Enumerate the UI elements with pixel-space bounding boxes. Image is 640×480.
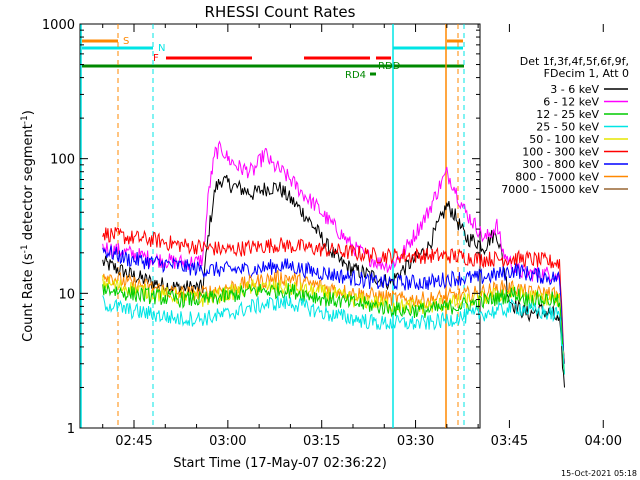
axes-layer: 02:4503:0003:1503:3003:4504:0004:1511010… (42, 18, 622, 449)
x-tick-label: 02:45 (115, 434, 152, 449)
timestamp: 15-Oct-2021 05:18 (561, 469, 637, 478)
legend-header-1: Det 1f,3f,4f,5f,6f,9f, (520, 55, 629, 68)
legend-label: 7000 - 15000 keV (501, 183, 599, 196)
rd4-flag-label: RD4 (345, 70, 366, 81)
series-layer (102, 140, 565, 388)
legend-label: 100 - 300 keV (522, 146, 599, 159)
x-axis-label: Start Time (17-May-07 02:36:22) (173, 456, 387, 471)
series-line-25-50-kev (102, 295, 565, 375)
legend-label: 6 - 12 keV (543, 96, 599, 109)
legend-label: 12 - 25 keV (536, 108, 599, 121)
series-line-300-800-kev (102, 245, 565, 364)
flag-bars: S N F RDD RD4 (82, 36, 464, 81)
n-flag-label: N (158, 43, 165, 54)
y-tick-label: 1000 (42, 18, 75, 33)
series-line-6-12-kev (102, 140, 565, 364)
s-flag-label: S (123, 36, 129, 47)
plot-frame (79, 23, 481, 429)
legend-label: 3 - 6 keV (550, 83, 599, 96)
y-axis-label-sup1: -1 (20, 244, 30, 253)
legend: Det 1f,3f,4f,5f,6f,9f, FDecim 1, Att 0 3… (501, 55, 629, 196)
y-tick-label: 1 (67, 422, 75, 437)
legend-label: 300 - 800 keV (522, 158, 599, 171)
y-tick-label: 100 (50, 153, 75, 168)
x-tick-label: 03:00 (209, 434, 246, 449)
y-axis-label-part1: Count Rate (s (21, 253, 36, 342)
series-line-3-6-kev (102, 174, 565, 388)
vertical-markers (80, 24, 465, 428)
rdd-flag-label: RDD (378, 61, 401, 72)
series-line-12-25-kev (102, 282, 565, 375)
x-tick-label: 03:30 (397, 434, 434, 449)
x-tick-label: 04:00 (585, 434, 622, 449)
series-line-800-7000-kev (102, 269, 565, 375)
y-tick-label: 10 (58, 287, 75, 302)
x-tick-label: 03:15 (303, 434, 340, 449)
chart-title: RHESSI Count Rates (205, 3, 356, 21)
y-axis-label-part2: detector segment (21, 124, 36, 244)
legend-label: 50 - 100 keV (529, 133, 599, 146)
series-line-100-300-kev (102, 227, 565, 364)
f-flag-label: F (153, 53, 159, 64)
legend-label: 800 - 7000 keV (515, 171, 599, 184)
legend-header-2: FDecim 1, Att 0 (544, 67, 629, 80)
y-axis-label-part3: ) (21, 110, 36, 115)
y-axis-label: Count Rate (s-1 detector segment-1) (20, 110, 36, 342)
legend-label: 25 - 50 keV (536, 121, 599, 134)
x-tick-label: 03:45 (491, 434, 528, 449)
y-axis-label-sup2: -1 (20, 115, 30, 124)
